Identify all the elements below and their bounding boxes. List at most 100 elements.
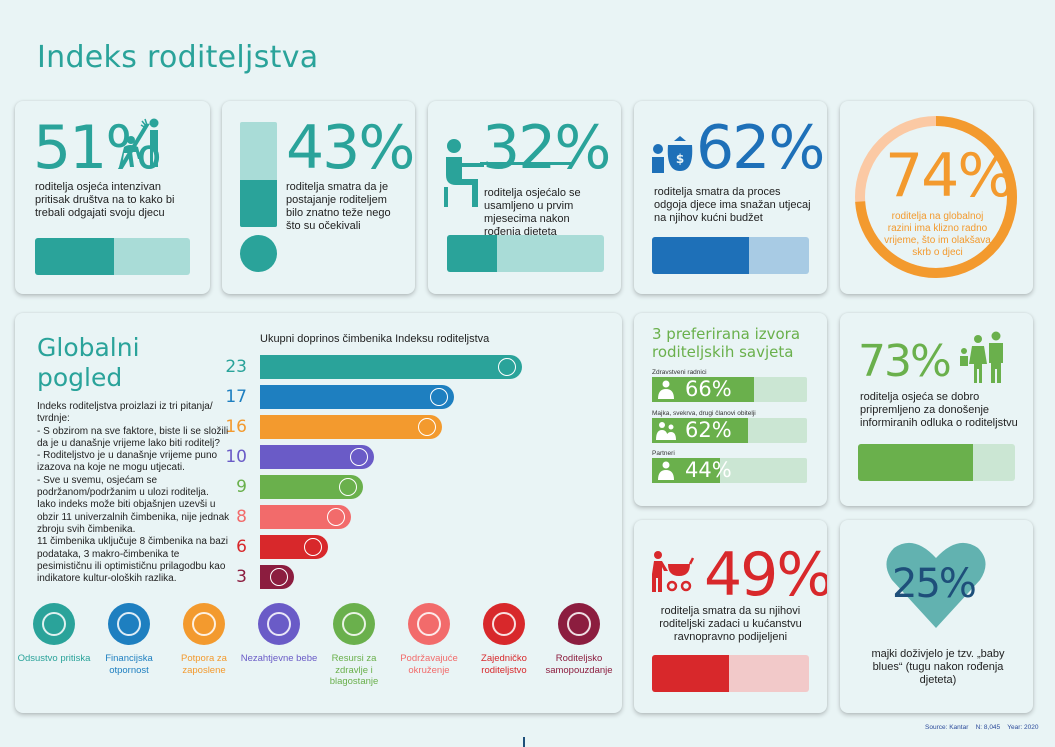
footer-n: N: 8,045 (975, 724, 1001, 731)
footer-year: Year: 2020 (1007, 724, 1039, 731)
exclamation-bar-fill (240, 179, 277, 227)
legend-item: Nezahtjevne bebe (239, 603, 319, 665)
heart-icon (886, 542, 986, 628)
bar-value-label: 3 (236, 567, 247, 587)
source-item: Majka, svekrva, drugi članovi obitelji 6… (652, 409, 812, 443)
legend-item: Odsustvo pritiska (15, 603, 94, 665)
factor-ring (417, 612, 441, 636)
legend-item: Potpora za zaposlene (164, 603, 244, 676)
bar (260, 505, 352, 529)
source-value: 44% (685, 458, 732, 482)
factor-ring (342, 612, 366, 636)
stat-description: roditelja osjeća se dobro pripremljeno z… (860, 391, 1018, 429)
progress-bar (652, 237, 809, 274)
progress-bar (652, 655, 809, 692)
card-equal-49: 49% roditelja smatra da su njihovi rodit… (634, 520, 827, 713)
card-lonely-32: 32% roditelja osjećalo se usamljeno u pr… (428, 101, 621, 294)
stat-description: roditelja osjećalo se usamljeno u prvim … (484, 187, 581, 238)
bar (260, 385, 454, 409)
factor-icon (349, 448, 368, 466)
factor-icon (429, 388, 448, 406)
lonely-person-icon (444, 139, 484, 207)
global-title-line1: Globalni (37, 333, 140, 362)
progress-fill (35, 238, 115, 275)
factor-ring (267, 612, 291, 636)
factor-icon (327, 508, 346, 526)
legend-label: Zajedničko roditeljstvo (481, 653, 527, 676)
legend-item: Resursi za zdravlje i blagostanje (314, 603, 394, 688)
source-item: Zdravstveni radnici 66% (652, 368, 812, 402)
factor-ring (567, 612, 591, 636)
bar-value-label: 10 (225, 447, 247, 467)
progress-fill (858, 444, 973, 481)
bar (260, 565, 295, 589)
card-global: Globalni pogled Indeks roditeljstva proi… (15, 313, 622, 713)
chart-title: Ukupni doprinos čimbenika Indeksu rodite… (260, 333, 490, 345)
source-bar: 62% (652, 418, 807, 443)
legend-item: Roditeljsko samopouzdanje (539, 603, 619, 676)
card-pressure-51: 51% roditelja osjeća intenzivan pritisak… (15, 101, 210, 294)
stat-description: majki doživjelo je tzv. „baby blues“ (tu… (871, 648, 1005, 686)
stat-value: 32% (482, 113, 611, 183)
footer-source: Source: Kantar (925, 724, 969, 731)
factor-icon (418, 418, 437, 436)
factor-circle-icon (558, 603, 600, 645)
card-babyblues-25: 25% majki doživjelo je tzv. „baby blues“… (840, 520, 1033, 713)
bar (260, 475, 363, 499)
stat-value: 49% (704, 540, 827, 610)
progress-bar (858, 444, 1015, 481)
sources-title: 3 preferirana izvora roditeljskih savjet… (652, 325, 800, 361)
factor-circle-icon (183, 603, 225, 645)
source-value: 62% (685, 418, 732, 442)
legend-item: Financijska otpornost (89, 603, 169, 676)
bar (260, 355, 522, 379)
legend-label: Resursi za zdravlje i blagostanje (329, 653, 379, 687)
global-text-line: - Sve u svemu, osjećam se podržanom/podr… (37, 474, 209, 499)
factor-ring (192, 612, 216, 636)
card-flexible-74: 74% roditelja na globalnoj razini ima kl… (840, 101, 1033, 294)
progress-bar (35, 238, 190, 275)
bar-value-label: 23 (225, 357, 247, 377)
factor-icon (498, 358, 516, 376)
factor-circle-icon (33, 603, 75, 645)
progress-fill (652, 237, 750, 274)
bar (260, 415, 443, 439)
stat-value: 74% (885, 141, 1014, 211)
partner-icon (658, 461, 674, 480)
global-text-line: Indeks roditeljstva proizlazi iz tri pit… (37, 401, 213, 425)
money-bag-icon: $ (652, 136, 693, 173)
bar-value-label: 16 (225, 417, 247, 437)
footer: Source: Kantar N: 8,045 Year: 2020 (925, 724, 1039, 731)
sources-title-line1: 3 preferirana izvora (652, 325, 801, 343)
stat-description: roditelja smatra da su njihovi roditeljs… (659, 605, 802, 643)
page-title: Indeks roditeljstva (37, 40, 319, 75)
stat-value: 73% (858, 336, 952, 387)
family-icon (656, 422, 676, 440)
source-label: Majka, svekrva, drugi članovi obitelji (652, 410, 756, 417)
factor-icon (338, 478, 357, 496)
global-text: Indeks roditeljstva proizlazi iz tri pit… (37, 401, 237, 585)
bar (260, 535, 329, 559)
stat-value: 62% (696, 113, 825, 183)
progress-bar (447, 235, 604, 272)
global-title: Globalni pogled (37, 333, 140, 393)
stat-value: 51% (33, 113, 162, 183)
factor-icon (270, 568, 289, 586)
legend-label: Odsustvo pritiska (17, 653, 91, 664)
factor-ring (492, 612, 516, 636)
factor-icon (304, 538, 323, 556)
card-prepared-73: 73% roditelja osjeća se dobro pripremlje… (840, 313, 1033, 506)
factor-circle-icon (483, 603, 525, 645)
stat-description: roditelja smatra da je postajanje rodite… (286, 181, 391, 232)
global-text-line: Iako indeks može biti objašnjen uzevši u… (37, 499, 230, 535)
bar-value-label: 9 (236, 477, 247, 497)
legend-item: Podržavajuće okruženje (389, 603, 469, 676)
stat-description: roditelja smatra da proces odgoja djece … (654, 186, 811, 224)
source-label: Partneri (652, 450, 675, 457)
factor-circle-icon (333, 603, 375, 645)
legend-label: Potpora za zaposlene (181, 653, 227, 676)
bar-value-label: 17 (225, 387, 247, 407)
donut-ring-icon (855, 116, 1017, 278)
factor-ring (42, 612, 66, 636)
global-text-line: 11 čimbenika uključuje 8 čimbenika na ba… (37, 536, 229, 585)
